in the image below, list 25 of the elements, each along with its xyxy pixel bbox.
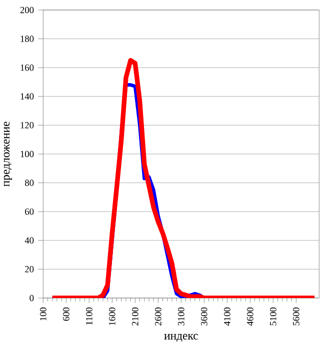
- x-tick-label: 3100: [178, 307, 184, 326]
- x-tick-label: 5100: [270, 307, 276, 326]
- x-tick-label: 2100: [132, 307, 138, 326]
- x-tick-label: 600: [62, 307, 70, 321]
- y-tick-label: 200: [20, 6, 34, 14]
- x-tick-label: 100: [40, 307, 46, 320]
- y-tick-label: 120: [20, 122, 34, 128]
- x-tick-label: 1600: [108, 307, 116, 326]
- x-tick-label: 4600: [246, 307, 254, 326]
- x-tick-label: 4100: [224, 307, 230, 326]
- y-tick-label: 140: [20, 93, 34, 100]
- y-tick-label: 180: [20, 36, 34, 42]
- x-tick-label: 3600: [200, 307, 208, 326]
- y-tick-label: 20: [24, 266, 34, 272]
- y-tick-label: 0: [30, 294, 34, 302]
- x-tick-label: 2600: [154, 307, 162, 326]
- x-tick-label: 5600: [292, 307, 300, 326]
- y-axis-title: предложение: [4, 122, 12, 186]
- x-tick-label: 1100: [86, 307, 92, 325]
- y-tick-label: 160: [20, 64, 34, 71]
- y-tick-label: 100: [20, 150, 34, 158]
- x-axis-title: индекс: [164, 334, 198, 342]
- y-tick-label: 40: [24, 237, 34, 244]
- y-tick-label: 60: [24, 208, 34, 215]
- y-tick-label: 80: [24, 180, 34, 186]
